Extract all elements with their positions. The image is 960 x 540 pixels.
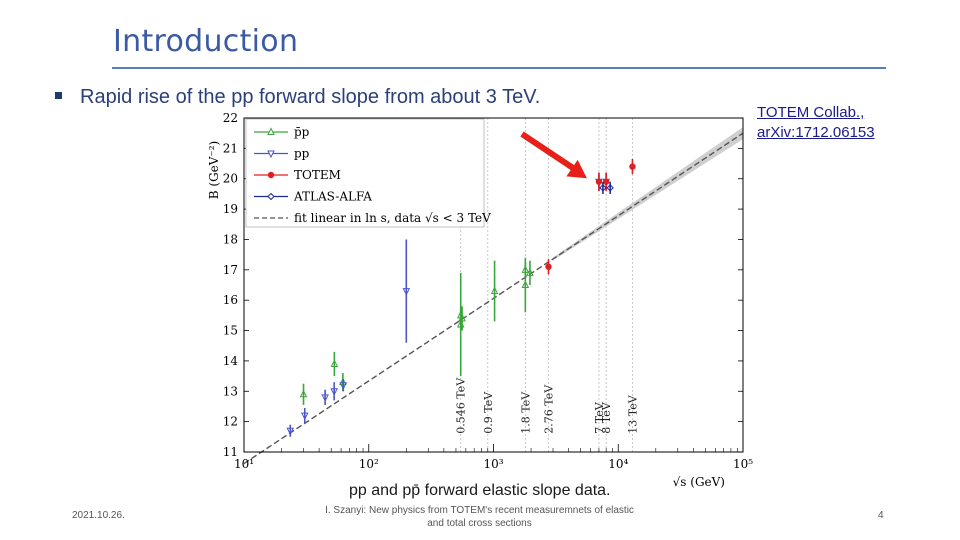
legend-label: TOTEM — [294, 168, 341, 182]
ppbar-marker — [490, 286, 499, 295]
ppbar-marker — [299, 389, 308, 398]
energy-label: 0.546 TeV — [455, 377, 468, 434]
data-point — [629, 158, 636, 175]
ppbar-marker — [521, 280, 530, 288]
fit-error-band — [553, 127, 743, 261]
x-axis-label: √s (GeV) — [673, 475, 725, 489]
footer-date: 2021.10.26. — [72, 510, 125, 521]
y-tick-label: 19 — [223, 202, 238, 216]
data-point — [321, 389, 329, 405]
data-point — [300, 407, 309, 424]
atlas-marker — [599, 184, 607, 192]
data-point — [595, 172, 603, 191]
bullet-text: Rapid rise of the pp forward slope from … — [80, 86, 541, 108]
data-point — [286, 424, 295, 437]
y-tick-label: 11 — [223, 445, 238, 459]
x-tick-label: 10² — [359, 457, 379, 471]
y-tick-label: 16 — [223, 293, 238, 307]
chart-svg: 11 12 13 14 15 16 17 18 19 20 21 22 10¹ 10² 10³ 10⁴ 10⁵ B… — [207, 111, 753, 489]
pp-marker — [321, 394, 329, 402]
pp-marker — [286, 427, 295, 436]
y-tick-label: 21 — [223, 141, 238, 155]
data-point — [599, 181, 607, 194]
data-point — [606, 181, 614, 194]
x-tick-label: 10⁵ — [733, 457, 753, 471]
slope-chart: 11 12 13 14 15 16 17 18 19 20 21 22 10¹ 10² 10³ 10⁴ 10⁵ B… — [180, 110, 755, 500]
x-tick-label: 10⁴ — [608, 457, 628, 471]
ppbar-marker — [330, 359, 339, 367]
data-point — [402, 239, 411, 343]
totem-marker — [629, 163, 636, 170]
energy-label: 13 TeV — [626, 394, 639, 433]
energy-label: 1.8 TeV — [519, 391, 532, 434]
energy-label: 0.9 TeV — [482, 391, 495, 434]
pp-marker — [330, 388, 338, 396]
legend-marker — [267, 150, 275, 159]
slide-title: Introduction — [113, 24, 299, 59]
x-tick-label: 10³ — [483, 457, 503, 471]
x-tick-label: 10¹ — [234, 457, 254, 471]
data-point — [545, 259, 552, 275]
footer-title: I. Szanyi: New physics from TOTEM's rece… — [325, 505, 634, 529]
figure-caption: pp and pp̄ forward elastic slope data. — [349, 482, 611, 499]
legend: p̄p pp TOTEM ATLAS-ALFA fit linear in ln s, … — [245, 118, 491, 228]
atlas-marker — [606, 184, 614, 192]
legend-marker — [267, 127, 275, 135]
legend-label: pp — [294, 147, 310, 161]
annotation-arrow — [520, 131, 577, 172]
legend-label: ATLAS-ALFA — [293, 190, 372, 204]
legend-marker — [267, 171, 275, 179]
ppbar-marker — [458, 313, 466, 322]
data-point — [339, 379, 348, 392]
ppbar-marker — [526, 268, 534, 276]
y-tick-label: 15 — [223, 324, 238, 338]
data-point — [330, 351, 339, 377]
totem-marker — [545, 263, 552, 270]
reference-link[interactable]: TOTEM Collab., arXiv:1712.06153 — [757, 104, 875, 141]
page-number: 4 — [878, 510, 884, 521]
pp-marker — [402, 288, 411, 296]
energy-label: 7 TeV — [593, 401, 606, 433]
y-tick-label: 18 — [223, 232, 238, 246]
y-tick-label: 12 — [223, 415, 238, 429]
arrow-head-icon — [566, 159, 587, 179]
pp-marker — [339, 382, 348, 390]
legend-box — [245, 118, 485, 228]
energy-label: 2.76 TeV — [543, 384, 556, 434]
legend-label: fit linear in ln s, data √s < 3 TeV — [294, 211, 491, 225]
y-tick-label: 22 — [223, 111, 238, 125]
y-tick-label: 14 — [223, 354, 239, 368]
legend-marker — [267, 192, 275, 201]
y-axis-label: B (GeV⁻²) — [207, 141, 221, 200]
y-tick-label: 20 — [223, 172, 238, 186]
y-tick-label: 17 — [223, 263, 238, 277]
data-point — [458, 306, 466, 331]
totem-marker — [595, 178, 603, 185]
data-point — [490, 260, 499, 322]
title-divider — [112, 67, 886, 69]
data-point — [330, 382, 338, 401]
fit-line — [243, 132, 744, 465]
bullet-icon — [55, 92, 62, 99]
pp-marker — [300, 412, 309, 421]
data-point — [521, 257, 530, 313]
totem-marker — [602, 178, 610, 185]
legend-label: p̄p — [294, 125, 310, 139]
y-tick-label: 13 — [223, 384, 238, 398]
data-point — [526, 260, 534, 285]
data-point — [299, 383, 308, 405]
energy-label: 8 TeV — [600, 401, 613, 433]
